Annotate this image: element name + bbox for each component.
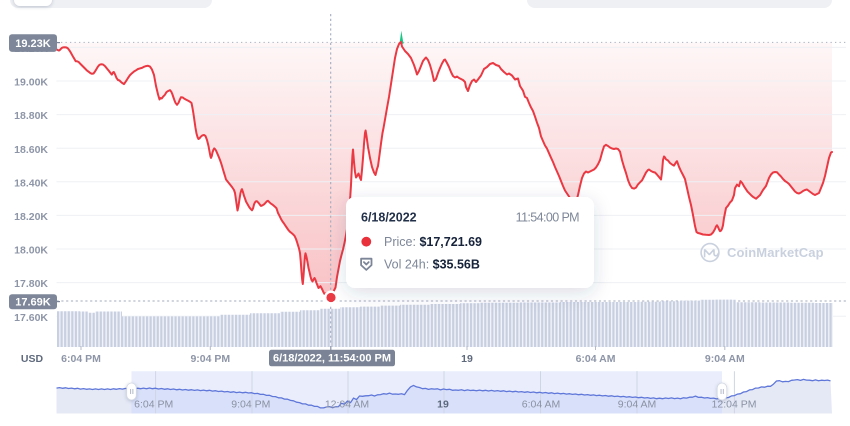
svg-text:6/18/2022, 11:54:00 PM: 6/18/2022, 11:54:00 PM	[273, 353, 391, 365]
svg-text:6:04 AM: 6:04 AM	[522, 399, 561, 411]
svg-text:18.80K: 18.80K	[14, 110, 48, 122]
svg-text:19: 19	[437, 399, 449, 411]
svg-text:9:04 PM: 9:04 PM	[231, 399, 270, 411]
svg-text:18.00K: 18.00K	[14, 245, 48, 257]
svg-text:CoinMarketCap: CoinMarketCap	[727, 245, 824, 260]
svg-text:9:04 AM: 9:04 AM	[618, 399, 657, 411]
svg-text:18.60K: 18.60K	[14, 144, 48, 156]
svg-text:6:04 PM: 6:04 PM	[61, 353, 101, 365]
svg-text:Price: $17,721.69: Price: $17,721.69	[384, 235, 482, 249]
svg-text:12:04 PM: 12:04 PM	[712, 399, 757, 411]
svg-text:Vol 24h: $35.56B: Vol 24h: $35.56B	[384, 257, 480, 271]
svg-text:USD: USD	[21, 353, 44, 365]
svg-text:17.69K: 17.69K	[15, 297, 51, 309]
svg-text:17.60K: 17.60K	[14, 312, 48, 324]
svg-text:6/18/2022: 6/18/2022	[361, 211, 417, 225]
svg-text:19.23K: 19.23K	[15, 38, 51, 50]
svg-text:18.40K: 18.40K	[14, 177, 48, 189]
svg-text:18.20K: 18.20K	[14, 211, 48, 223]
svg-text:11:54:00 PM: 11:54:00 PM	[516, 211, 580, 225]
svg-text:6:04 PM: 6:04 PM	[134, 399, 173, 411]
svg-text:19.00K: 19.00K	[14, 77, 48, 89]
svg-text:6:04 AM: 6:04 AM	[576, 353, 616, 365]
svg-text:17.80K: 17.80K	[14, 278, 48, 290]
svg-text:9:04 AM: 9:04 AM	[705, 353, 745, 365]
svg-text:19: 19	[461, 353, 473, 365]
svg-text:9:04 PM: 9:04 PM	[190, 353, 230, 365]
svg-text:12:04 AM: 12:04 AM	[325, 399, 369, 411]
